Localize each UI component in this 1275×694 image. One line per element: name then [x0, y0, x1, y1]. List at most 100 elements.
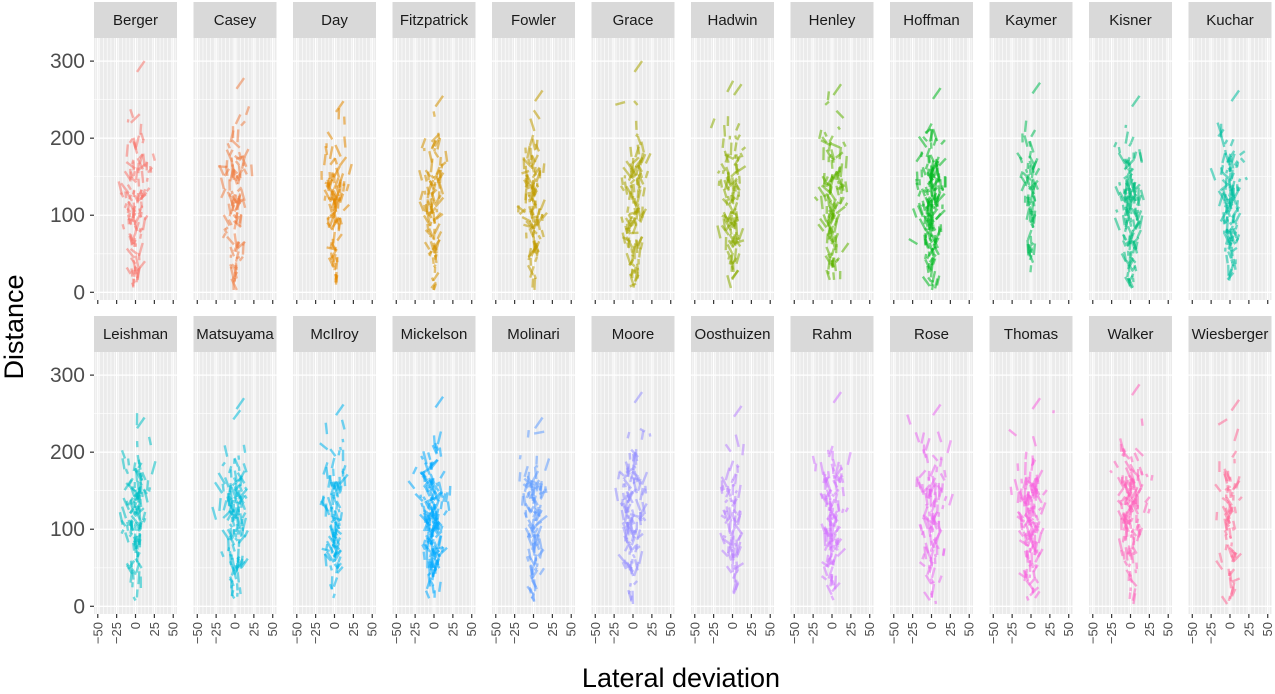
- data-segment: [431, 206, 432, 214]
- data-segment: [238, 193, 240, 204]
- data-segment: [625, 495, 626, 499]
- data-segment: [434, 111, 435, 116]
- data-segment: [846, 156, 847, 168]
- facet-panel: Day: [293, 2, 376, 304]
- y-tick-label: 200: [50, 127, 85, 150]
- data-segment: [640, 512, 641, 520]
- x-tick-label: 25: [246, 622, 261, 636]
- data-segment: [624, 483, 625, 487]
- data-segment: [529, 533, 530, 536]
- data-segment: [326, 544, 327, 550]
- data-segment: [643, 187, 645, 196]
- data-segment: [632, 248, 633, 252]
- x-tick-label: 25: [644, 622, 659, 636]
- data-segment: [239, 165, 241, 178]
- data-segment: [1028, 508, 1029, 515]
- data-segment: [131, 561, 132, 567]
- x-tick-label: 50: [862, 622, 877, 636]
- data-segment: [431, 462, 433, 466]
- x-tick-label: −50: [787, 622, 802, 644]
- data-segment: [428, 524, 429, 531]
- data-segment: [440, 157, 441, 166]
- data-segment: [526, 178, 527, 190]
- y-tick-label: 0: [73, 595, 85, 618]
- data-segment: [1034, 244, 1035, 255]
- data-segment: [1129, 564, 1130, 567]
- data-segment: [440, 447, 441, 456]
- data-segment: [132, 268, 133, 276]
- x-tick-label: 0: [924, 622, 939, 629]
- data-segment: [1026, 533, 1027, 536]
- data-segment: [432, 557, 433, 567]
- data-segment: [636, 239, 637, 253]
- facet-strip-label: Grace: [613, 12, 654, 29]
- data-segment: [1133, 501, 1134, 505]
- x-tick-label: 0: [228, 622, 243, 629]
- data-segment: [736, 232, 737, 239]
- x-tick-label: −25: [1005, 622, 1020, 644]
- x-tick-label: −50: [986, 622, 1001, 644]
- data-segment: [332, 493, 333, 505]
- data-segment: [135, 527, 136, 531]
- data-segment: [140, 482, 142, 486]
- data-segment: [623, 493, 624, 500]
- x-tick-label: −50: [1085, 622, 1100, 644]
- data-segment: [629, 551, 630, 554]
- data-segment: [728, 176, 729, 183]
- data-segment: [938, 173, 939, 182]
- data-segment: [1130, 482, 1131, 495]
- data-segment: [1130, 592, 1131, 599]
- data-segment: [436, 523, 437, 529]
- facet-strip-label: Mickelson: [401, 326, 468, 343]
- data-segment: [531, 216, 538, 217]
- data-segment: [930, 233, 931, 237]
- data-segment: [424, 552, 425, 560]
- data-segment: [925, 254, 926, 259]
- data-segment: [135, 522, 137, 526]
- x-tick-label: 0: [1223, 622, 1238, 629]
- facet-strip-label: McIlroy: [310, 326, 359, 343]
- data-segment: [838, 181, 839, 184]
- x-tick-label: 50: [663, 622, 678, 636]
- data-segment: [630, 583, 631, 587]
- data-segment: [431, 175, 433, 178]
- data-segment: [628, 432, 630, 438]
- data-segment: [328, 217, 329, 220]
- data-segment: [723, 485, 724, 490]
- data-segment: [724, 218, 725, 230]
- data-segment: [1138, 197, 1140, 206]
- data-segment: [326, 146, 328, 155]
- data-segment: [1225, 150, 1226, 155]
- data-segment: [631, 596, 632, 602]
- data-segment: [739, 176, 740, 184]
- data-segment: [1123, 536, 1124, 542]
- data-segment: [442, 547, 443, 553]
- x-tick-label: −50: [588, 622, 603, 644]
- data-segment: [134, 142, 135, 148]
- data-segment: [149, 487, 150, 491]
- data-segment: [645, 486, 646, 494]
- data-segment: [930, 527, 932, 533]
- data-segment: [1127, 272, 1128, 277]
- data-segment: [240, 215, 241, 227]
- data-segment: [1146, 474, 1148, 477]
- data-segment: [1030, 151, 1031, 158]
- data-segment: [232, 554, 233, 559]
- data-segment: [622, 178, 623, 185]
- data-segment: [520, 455, 521, 459]
- data-segment: [336, 257, 337, 269]
- data-segment: [842, 509, 843, 513]
- data-segment: [435, 255, 437, 263]
- data-segment: [147, 178, 148, 182]
- data-segment: [533, 230, 534, 237]
- data-segment: [1119, 147, 1120, 153]
- data-segment: [232, 191, 233, 194]
- data-segment: [336, 217, 337, 222]
- data-segment: [239, 501, 240, 505]
- data-segment: [1246, 177, 1247, 180]
- data-segment: [834, 475, 835, 479]
- data-segment: [1229, 209, 1231, 212]
- data-segment: [239, 466, 240, 471]
- data-segment: [440, 170, 441, 183]
- data-segment: [122, 530, 124, 534]
